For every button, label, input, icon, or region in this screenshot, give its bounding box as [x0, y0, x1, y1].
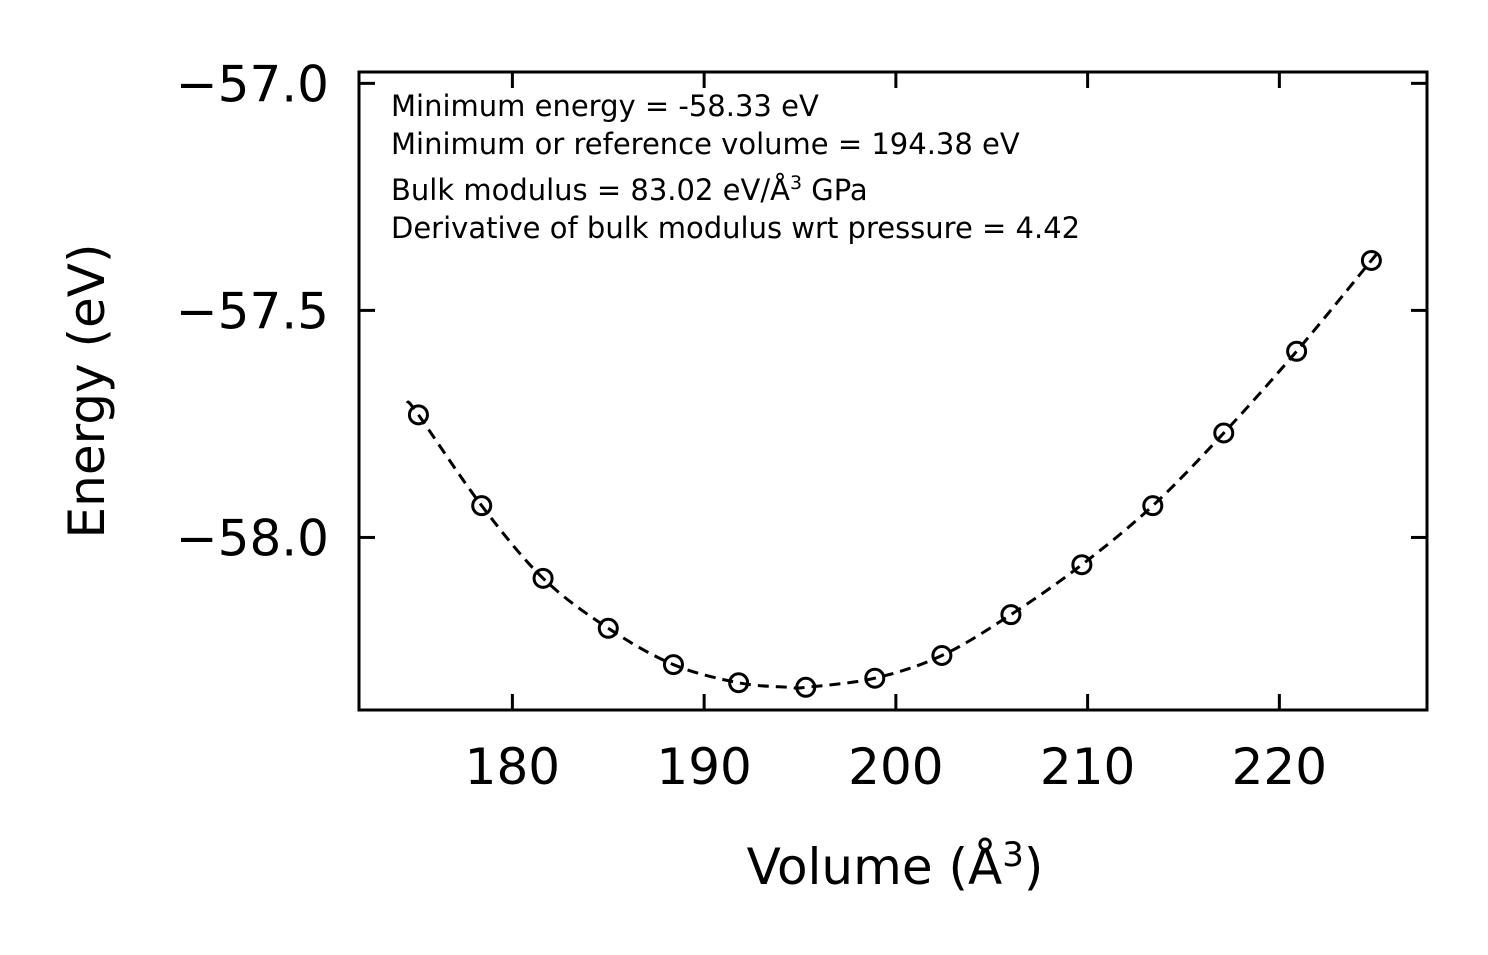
x-tick-label: 190 — [656, 738, 751, 796]
data-points-layer — [407, 249, 1382, 698]
x-tick-label: 180 — [465, 738, 560, 796]
annotation-min-volume: Minimum or reference volume = 194.38 eV — [391, 127, 1020, 161]
annotation-bulk-modulus-sup: 3 — [790, 172, 802, 194]
data-point — [407, 404, 429, 426]
annotation-bulk-modulus-unit: GPa — [802, 173, 868, 207]
fit-curve — [405, 248, 1382, 690]
data-point — [1142, 495, 1164, 517]
x-axis-title-close: ) — [1024, 838, 1044, 896]
data-point — [1286, 340, 1308, 362]
x-tick-label: 200 — [848, 738, 943, 796]
y-tick-label: −57.0 — [176, 55, 329, 113]
x-axis-title-main: Volume (Å — [747, 838, 1003, 896]
y-tick-label: −57.5 — [176, 282, 329, 340]
x-tick-label: 220 — [1232, 738, 1327, 796]
y-axis-ticks: −57.0 −57.5 −58.0 — [176, 55, 1427, 567]
data-point — [728, 672, 750, 694]
data-point — [532, 567, 554, 589]
fit-curve-layer — [405, 248, 1382, 690]
y-tick-label: −58.0 — [176, 509, 329, 567]
data-point — [864, 667, 886, 689]
data-point — [1000, 604, 1022, 626]
data-point — [931, 645, 953, 667]
x-tick-label: 210 — [1040, 738, 1135, 796]
annotation-bulk-modulus: Bulk modulus = 83.02 eV/Å3 GPa — [391, 172, 868, 207]
x-axis-ticks: 180 190 200 210 220 — [465, 72, 1327, 796]
x-axis-title: Volume (Å3) — [747, 835, 1044, 896]
data-point — [662, 654, 684, 676]
plot-frame — [357, 70, 1429, 712]
data-point — [1213, 422, 1235, 444]
annotation-min-energy: Minimum energy = -58.33 eV — [391, 89, 819, 123]
data-point — [597, 617, 619, 639]
y-axis-title: Energy (eV) — [58, 244, 116, 539]
data-point — [471, 495, 493, 517]
data-point — [1360, 249, 1382, 271]
annotation-box: Minimum energy = -58.33 eV Minimum or re… — [391, 89, 1080, 245]
annotation-bulk-modulus-main: Bulk modulus = 83.02 eV/Å — [391, 173, 790, 207]
data-point — [1071, 554, 1093, 576]
data-point — [795, 676, 817, 698]
x-axis-title-sup: 3 — [1002, 835, 1024, 875]
annotation-bulk-derivative: Derivative of bulk modulus wrt pressure … — [391, 211, 1080, 245]
